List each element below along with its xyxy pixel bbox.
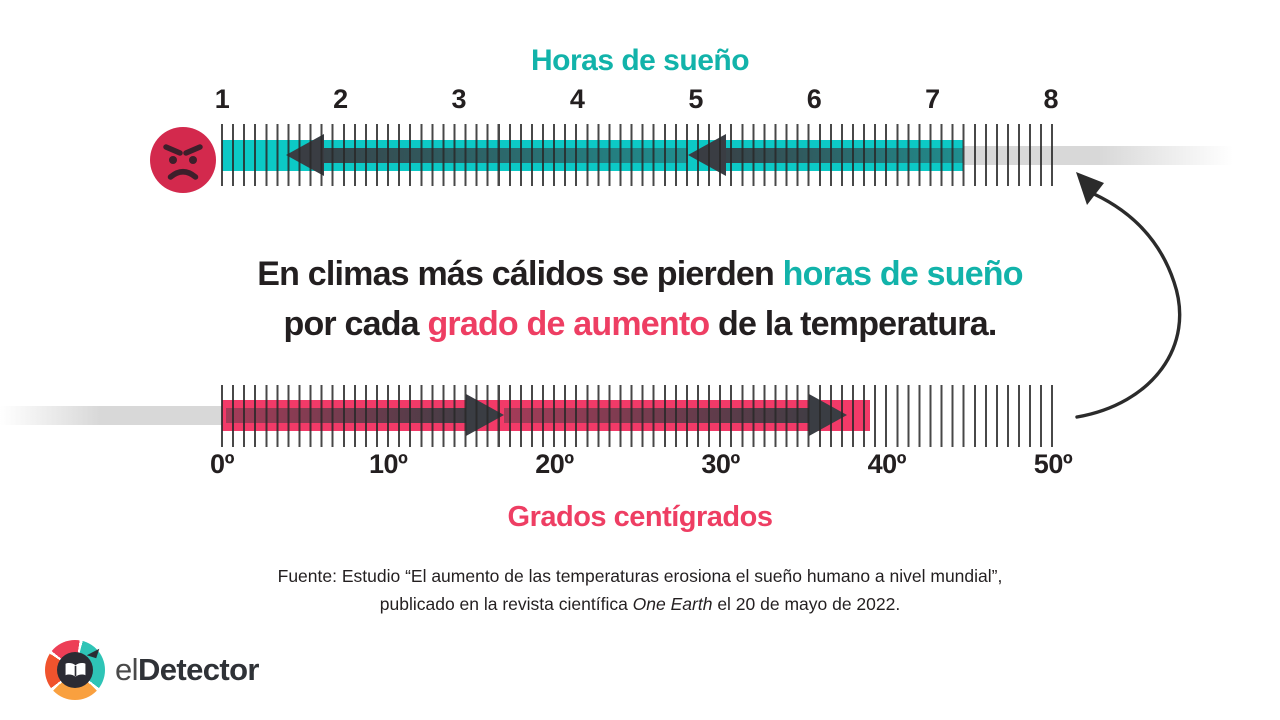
source-line-1: Fuente: Estudio “El aumento de las tempe… bbox=[277, 566, 1003, 586]
top-scale-title: Horas de sueño bbox=[530, 44, 750, 77]
logo-bubble-tail bbox=[86, 645, 100, 659]
headline: En climas más cálidos se pierden horas d… bbox=[0, 249, 1280, 349]
eldetector-logo-icon bbox=[45, 640, 105, 700]
logo: elDetector bbox=[45, 638, 260, 702]
bottom-scale-label: 20º bbox=[535, 449, 574, 479]
bottom-scale-title: Grados centígrados bbox=[507, 501, 773, 533]
top-scale-label: 7 bbox=[925, 84, 940, 114]
bottom-ruler-ticks bbox=[221, 385, 1057, 447]
logo-prefix: el bbox=[115, 652, 139, 687]
top-scale-label: 6 bbox=[806, 84, 822, 114]
source-note: Fuente: Estudio “El aumento de las tempe… bbox=[0, 563, 1280, 618]
headline-line-2: por cada grado de aumento de la temperat… bbox=[0, 299, 1280, 349]
top-ruler-ticks bbox=[221, 124, 1055, 186]
source-journal-name: One Earth bbox=[632, 593, 713, 614]
top-scale-label: 4 bbox=[569, 84, 585, 114]
top-scale-label: 1 bbox=[214, 84, 230, 114]
headline-highlight-degree: grado de aumento bbox=[427, 305, 710, 343]
bottom-scale-label: 0º bbox=[210, 449, 234, 479]
bottom-scale-label: 10º bbox=[368, 449, 408, 479]
bottom-ruler-faded-track bbox=[0, 406, 223, 425]
headline-text: por cada bbox=[283, 305, 428, 343]
bottom-scale-label: 50º bbox=[1033, 449, 1073, 479]
logo-wordmark: elDetector bbox=[115, 652, 260, 688]
headline-text: de la temperatura. bbox=[709, 305, 997, 343]
headline-text: En climas más cálidos se pierden bbox=[257, 255, 783, 293]
source-text: el 20 de mayo de 2022. bbox=[712, 593, 901, 614]
top-scale-label: 5 bbox=[688, 84, 703, 114]
open-book-icon bbox=[65, 662, 85, 677]
angry-face-icon bbox=[150, 127, 216, 193]
bottom-scale-label: 30º bbox=[701, 449, 740, 479]
logo-name: Detector bbox=[137, 652, 260, 687]
curved-arrow-icon bbox=[1075, 172, 1182, 419]
logo-core bbox=[57, 652, 93, 688]
headline-highlight-sleep: horas de sueño bbox=[782, 255, 1024, 293]
bottom-scale-label: 40º bbox=[867, 449, 907, 479]
top-scale-label: 8 bbox=[1043, 84, 1059, 114]
top-scale-label: 3 bbox=[451, 84, 467, 114]
top-scale-label: 2 bbox=[333, 84, 348, 114]
source-line-2: publicado en la revista científica One E… bbox=[0, 591, 1280, 619]
headline-line-1: En climas más cálidos se pierden horas d… bbox=[0, 249, 1280, 299]
source-text: publicado en la revista científica bbox=[379, 593, 633, 614]
